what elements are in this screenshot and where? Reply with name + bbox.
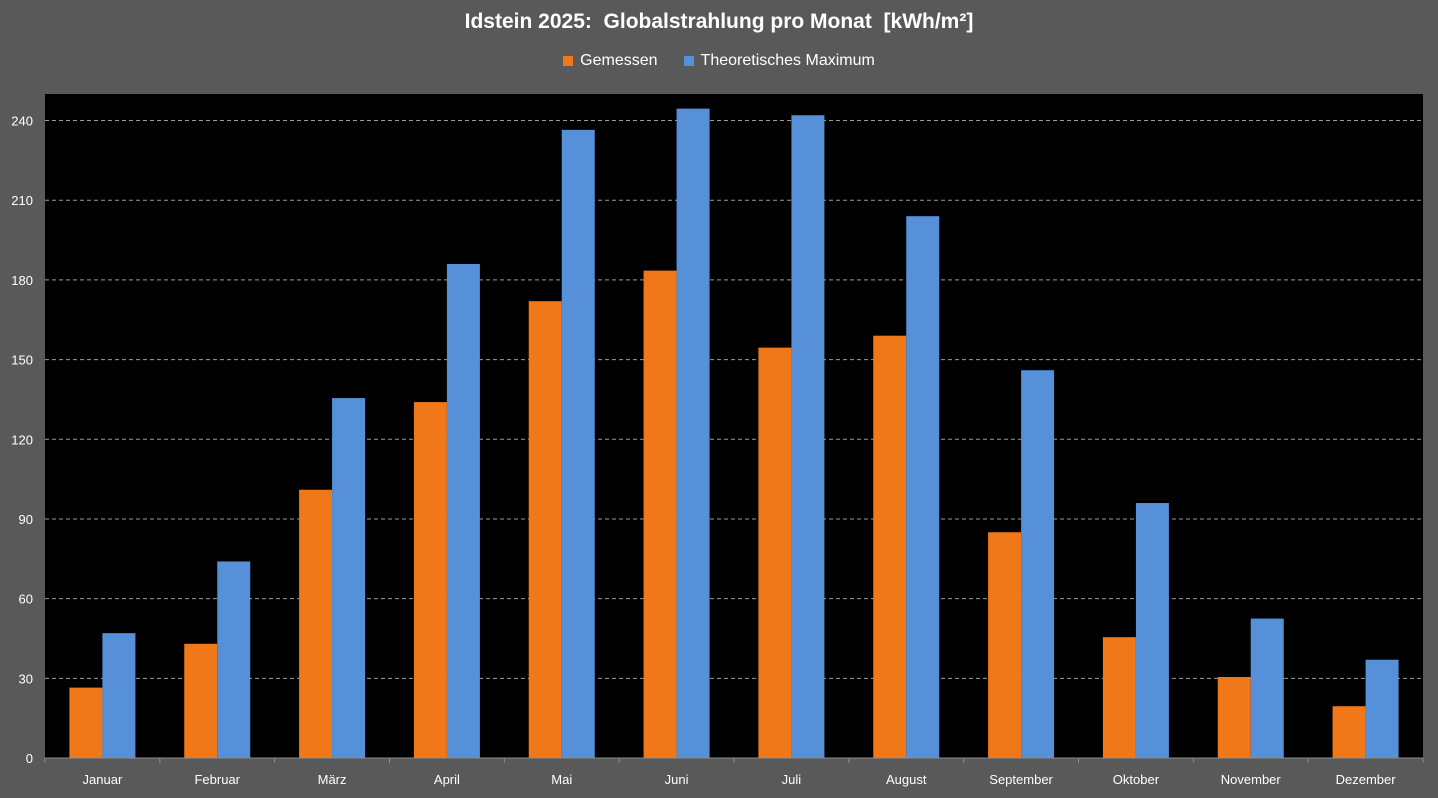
bar-theoretisches-maximum-juni xyxy=(676,108,710,758)
bar-theoretisches-maximum-august xyxy=(906,216,940,758)
bar-gemessen-januar xyxy=(69,687,103,758)
y-tick-label: 150 xyxy=(11,353,33,368)
bar-theoretisches-maximum-mai xyxy=(561,129,595,758)
x-tick-label: November xyxy=(1221,772,1282,787)
bar-theoretisches-maximum-märz xyxy=(332,398,366,758)
y-tick-label: 30 xyxy=(19,671,33,686)
bar-theoretisches-maximum-februar xyxy=(217,561,251,758)
bar-gemessen-mai xyxy=(528,301,562,758)
bar-gemessen-august xyxy=(873,335,907,758)
y-tick-label: 0 xyxy=(26,751,33,766)
bar-gemessen-juli xyxy=(758,347,792,758)
y-tick-label: 210 xyxy=(11,193,33,208)
x-tick-label: Februar xyxy=(194,772,240,787)
y-tick-label: 90 xyxy=(19,512,33,527)
bar-gemessen-märz xyxy=(299,489,333,758)
y-tick-label: 180 xyxy=(11,273,33,288)
bar-gemessen-september xyxy=(988,532,1022,758)
x-tick-label: Dezember xyxy=(1336,772,1397,787)
y-tick-label: 240 xyxy=(11,114,33,129)
bar-gemessen-oktober xyxy=(1102,637,1136,758)
legend-item-gemessen: Gemessen xyxy=(563,52,658,70)
plot-area xyxy=(45,94,1423,758)
legend-swatch-theoretisches-maximum xyxy=(683,56,694,66)
bar-theoretisches-maximum-juli xyxy=(791,115,825,759)
x-tick-label: Mai xyxy=(551,772,572,787)
bar-theoretisches-maximum-oktober xyxy=(1135,503,1169,758)
y-tick-label: 60 xyxy=(19,592,33,607)
x-tick-label: Oktober xyxy=(1113,772,1160,787)
chart-title: Idstein 2025: Globalstrahlung pro Monat … xyxy=(464,10,974,33)
bar-gemessen-november xyxy=(1217,676,1251,758)
legend-label-theoretisches-maximum: Theoretisches Maximum xyxy=(700,52,875,69)
bar-gemessen-april xyxy=(413,402,447,758)
bar-theoretisches-maximum-januar xyxy=(102,633,136,758)
legend-item-theoretisches-maximum: Theoretisches Maximum xyxy=(683,52,875,70)
x-tick-label: September xyxy=(989,772,1053,787)
legend-label-gemessen: Gemessen xyxy=(580,52,658,69)
bar-gemessen-februar xyxy=(184,643,218,758)
chart-legend: Gemessen Theoretisches Maximum xyxy=(0,52,1438,70)
bar-theoretisches-maximum-september xyxy=(1021,370,1055,758)
bar-gemessen-dezember xyxy=(1332,706,1366,758)
x-tick-label: April xyxy=(434,772,460,787)
x-tick-label: März xyxy=(318,772,347,787)
bar-theoretisches-maximum-dezember xyxy=(1365,659,1399,758)
y-tick-label: 120 xyxy=(11,432,33,447)
bar-gemessen-juni xyxy=(643,270,677,758)
bar-theoretisches-maximum-november xyxy=(1250,618,1284,758)
x-tick-label: Juli xyxy=(782,772,802,787)
x-tick-label: Juni xyxy=(665,772,689,787)
bar-theoretisches-maximum-april xyxy=(446,263,480,758)
x-tick-label: Januar xyxy=(83,772,123,787)
legend-swatch-gemessen xyxy=(563,56,574,66)
x-tick-label: August xyxy=(886,772,927,787)
